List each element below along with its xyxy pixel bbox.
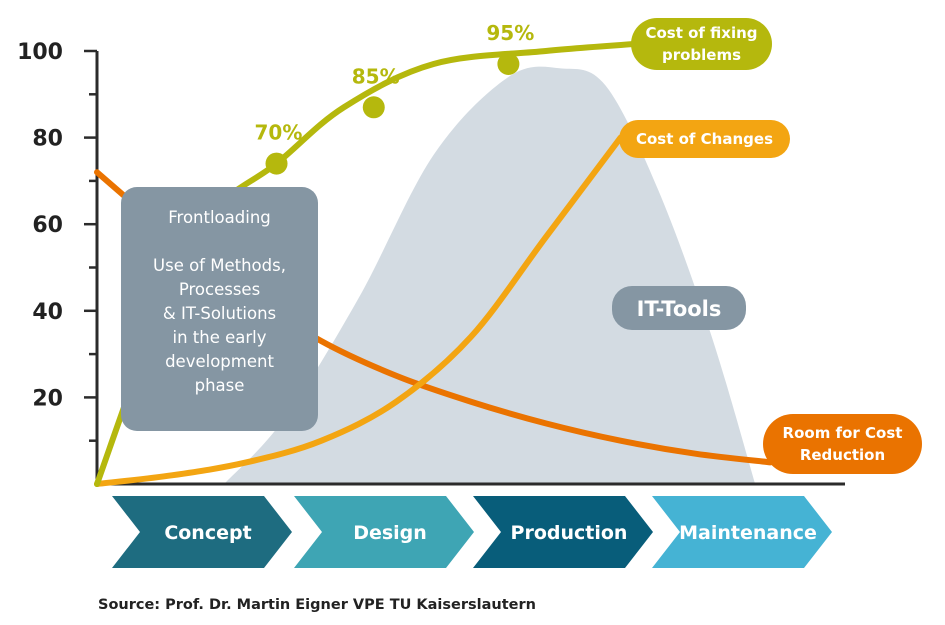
y-tick-label: 20 [32, 386, 63, 411]
badge-cost-of-fixing-line: Cost of fixing [645, 24, 757, 42]
badge-room-for-cost-reduction [763, 414, 922, 474]
frontloading-box-layer: Frontloading Use of Methods, Processes & I… [121, 187, 318, 431]
badge-cost-of-fixing [631, 18, 772, 70]
badge-room-for-cost-reduction-text: Room for Cost Reduction [783, 424, 903, 464]
frontloading-line: Use of Methods, [153, 256, 286, 275]
it-tools-area [224, 66, 756, 485]
phase-chevron-maintenance [652, 496, 832, 568]
badge-cost-of-fixing-text: Cost of fixing problems [645, 24, 757, 64]
marker-label: 95% [486, 21, 534, 45]
phase-label-design: Design [353, 522, 427, 544]
marker-point [362, 96, 385, 119]
phase-label-concept: Concept [164, 522, 251, 544]
marker-point [497, 52, 520, 75]
phase-chevron-concept [112, 496, 292, 568]
badge-cost-of-changes-line: Cost of Changes [636, 130, 773, 148]
frontloading-line [217, 232, 222, 251]
axes-layer: 20 40 60 80 100 [17, 40, 845, 486]
phase-chevron-production [473, 496, 653, 568]
series-line-cost-of-changes [94, 134, 624, 487]
frontloading-text: Frontloading Use of Methods, Processes & I… [153, 208, 286, 395]
phases-layer: Concept Design Production Maintenance [112, 496, 832, 568]
frontloading-line: development [165, 352, 274, 371]
marker-label: 85% [352, 64, 400, 88]
frontloading-line: phase [195, 376, 245, 395]
y-tick-label: 40 [32, 300, 63, 325]
frontloading-box [121, 187, 318, 431]
badge-room-for-cost-reduction-line: Room for Cost [783, 424, 903, 442]
badge-cost-of-changes [619, 120, 790, 158]
it-tools-label: IT-Tools [637, 297, 722, 321]
frontloading-line: in the early [172, 328, 266, 347]
frontloading-line: Processes [179, 280, 260, 299]
marker-label: 70% [255, 121, 303, 145]
badge-cost-of-fixing-line: problems [662, 46, 741, 64]
frontloading-line: Frontloading [168, 208, 271, 227]
y-tick-label: 80 [32, 127, 63, 152]
frontloading-line: & IT-Solutions [163, 304, 276, 323]
source-credit: Source: Prof. Dr. Martin Eigner VPE TU K… [98, 597, 536, 613]
badge-room-for-cost-reduction-line: Reduction [800, 446, 885, 464]
y-tick-label: 60 [32, 213, 63, 238]
phase-label-maintenance: Maintenance [679, 522, 817, 544]
y-tick-label: 100 [17, 40, 63, 65]
it-tools-area-layer [224, 66, 756, 485]
badge-cost-of-changes-text: Cost of Changes [636, 130, 773, 148]
phase-label-production: Production [511, 522, 628, 544]
marker-point [265, 152, 288, 175]
phase-chevron-design [294, 496, 474, 568]
it-tools-badge [612, 286, 746, 330]
